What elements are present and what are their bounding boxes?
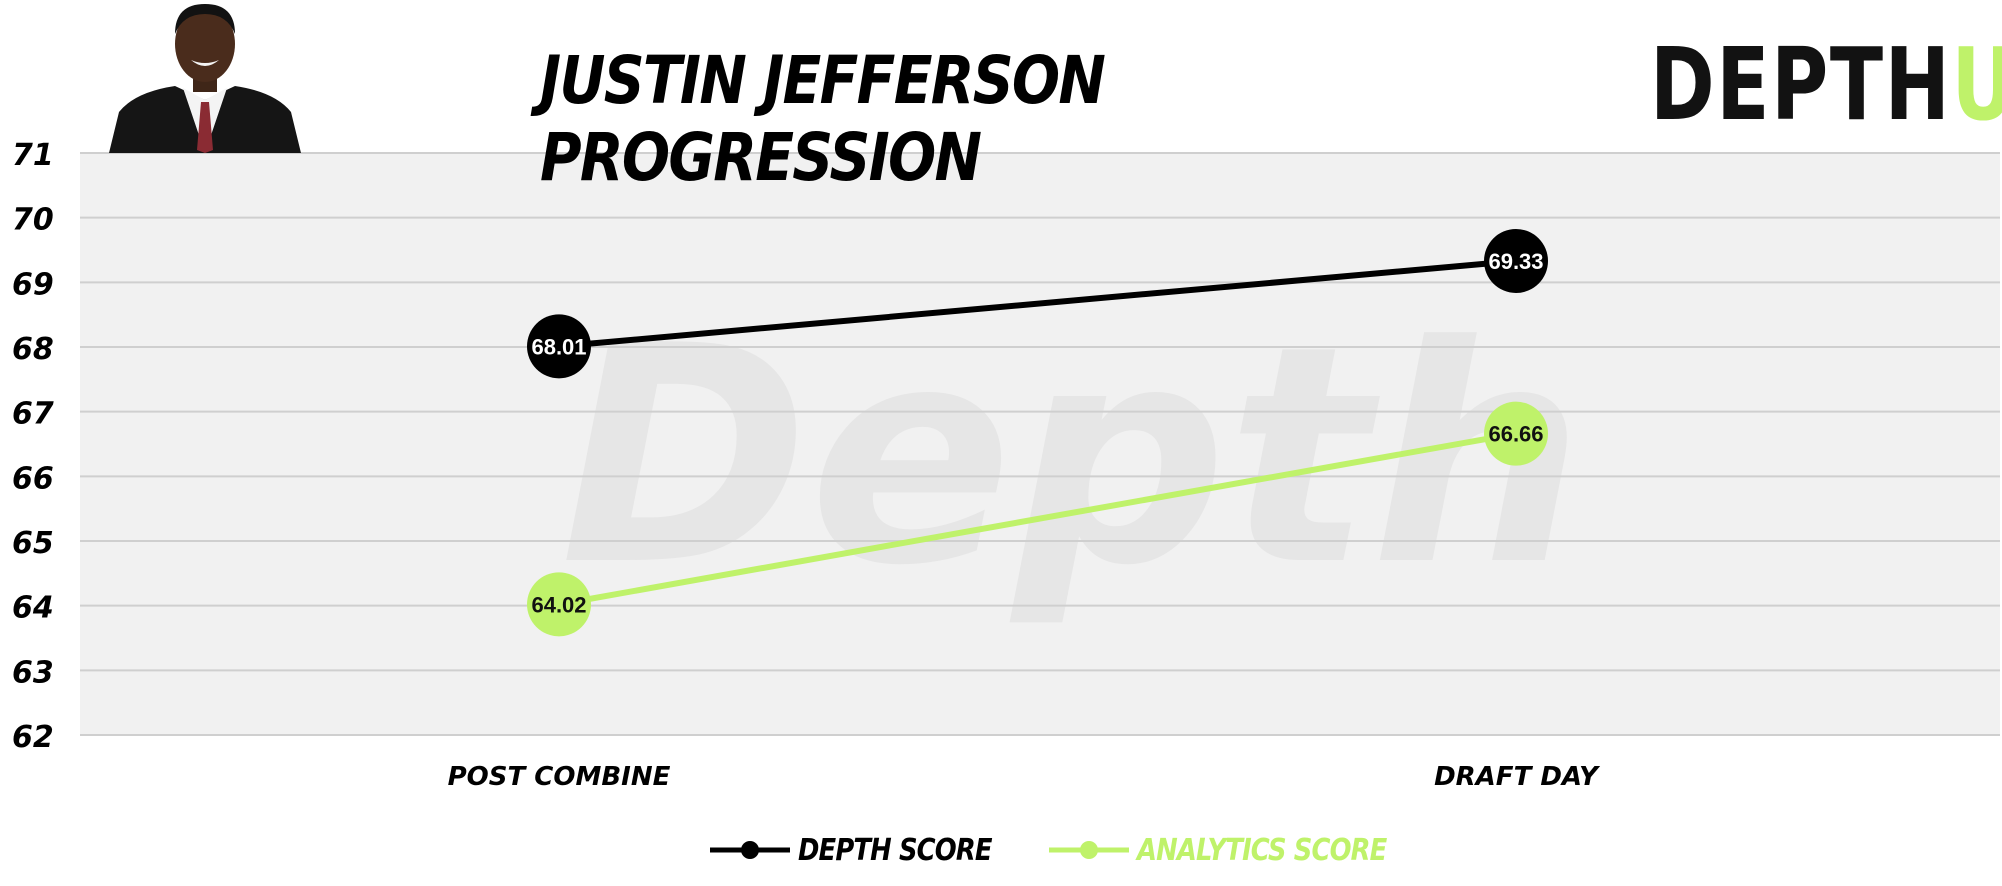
brand-main-text: DEPTH — [1650, 26, 1952, 143]
plot-area — [80, 153, 2000, 735]
y-tick-label: 64 — [12, 591, 54, 626]
series-line — [558, 258, 1517, 350]
chart-title: JUSTIN JEFFERSON PROGRESSION — [540, 42, 1106, 196]
x-tick-label: POST COMBINE — [448, 762, 671, 792]
y-tick-label: 69 — [12, 267, 54, 302]
legend-marker-depth — [710, 841, 790, 859]
photo-tie — [197, 102, 213, 153]
data-label: 69.33 — [1488, 249, 1543, 274]
data-point — [1484, 401, 1548, 466]
y-tick-label: 71 — [12, 138, 54, 173]
legend: DEPTH SCORE ANALYTICS SCORE — [710, 830, 1427, 870]
legend-item-depth: DEPTH SCORE — [710, 833, 1023, 868]
photo-head — [175, 6, 235, 82]
y-tick-label: 65 — [12, 526, 54, 561]
x-tick-label: DRAFT DAY — [1434, 762, 1601, 792]
brand-logo: DEPTHU — [1650, 35, 2002, 135]
y-tick-label: 70 — [12, 203, 54, 238]
legend-label-depth: DEPTH SCORE — [798, 832, 992, 868]
x-axis-ticks: POST COMBINE DRAFT DAY — [448, 762, 1601, 792]
series-line — [558, 430, 1517, 608]
legend-marker-analytics — [1049, 841, 1130, 859]
legend-label-analytics: ANALYTICS SCORE — [1137, 832, 1387, 868]
y-tick-label: 63 — [12, 655, 54, 690]
data-point — [527, 314, 591, 379]
legend-item-analytics: ANALYTICS SCORE — [1049, 833, 1427, 868]
photo-smile — [191, 60, 219, 66]
series-group: 68.01 69.33 64.02 66.66 — [527, 228, 1548, 637]
y-tick-label: 67 — [12, 397, 54, 432]
player-photo — [109, 4, 301, 153]
y-tick-label: 68 — [12, 332, 54, 367]
brand-accent-text: U — [1951, 26, 2002, 143]
photo-hair — [175, 4, 235, 34]
data-point — [1484, 228, 1548, 293]
data-label: 64.02 — [531, 592, 586, 617]
y-tick-label: 66 — [12, 461, 54, 496]
y-tick-label: 62 — [12, 720, 54, 755]
gridlines — [80, 152, 2000, 736]
y-axis-ticks: 62 63 64 65 66 67 68 69 70 71 — [12, 138, 54, 755]
data-label: 66.66 — [1488, 422, 1543, 447]
data-point — [527, 572, 591, 637]
data-label: 68.01 — [531, 334, 586, 359]
